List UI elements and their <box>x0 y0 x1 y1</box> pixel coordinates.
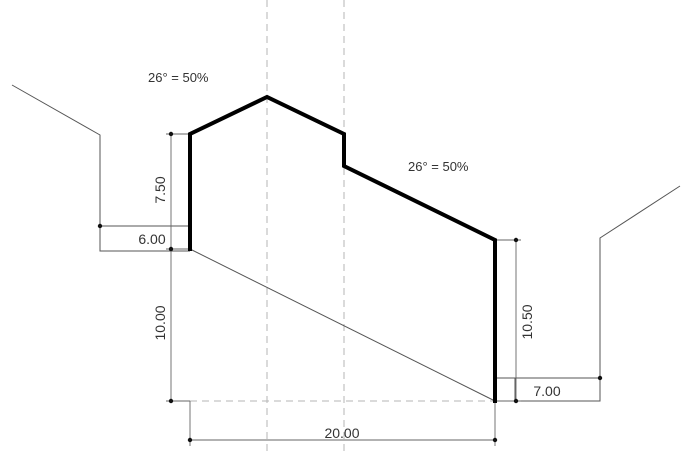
left-setback-outline <box>99 226 190 252</box>
slope-label-left: 26° = 50% <box>148 70 209 85</box>
dimension-tick <box>597 375 603 381</box>
slope-label-right: 26° = 50% <box>408 159 469 174</box>
base-slope-line <box>189 248 496 402</box>
dimension-tick <box>513 398 519 404</box>
dimension-setback-left: 6.00 <box>138 231 165 247</box>
right-neighbor-profile <box>495 185 681 379</box>
dimension-tick <box>168 246 174 252</box>
dimension-setback-right: 7.00 <box>533 383 560 399</box>
dimension-bottom-width: 20.00 <box>324 425 359 441</box>
dimension-tick <box>168 398 174 404</box>
dimension-tick <box>168 131 174 137</box>
dimension-left-lower: 10.00 <box>152 305 168 340</box>
right-setback-outline <box>514 378 601 402</box>
left-neighbor-profile <box>11 84 190 227</box>
dimension-tick <box>187 437 193 443</box>
dimension-tick <box>97 223 103 229</box>
building-envelope <box>188 94 497 403</box>
dimension-left-upper: 7.50 <box>152 176 168 203</box>
dimension-tick <box>513 237 519 243</box>
dimension-right: 10.50 <box>519 304 535 339</box>
dimension-tick <box>492 437 498 443</box>
